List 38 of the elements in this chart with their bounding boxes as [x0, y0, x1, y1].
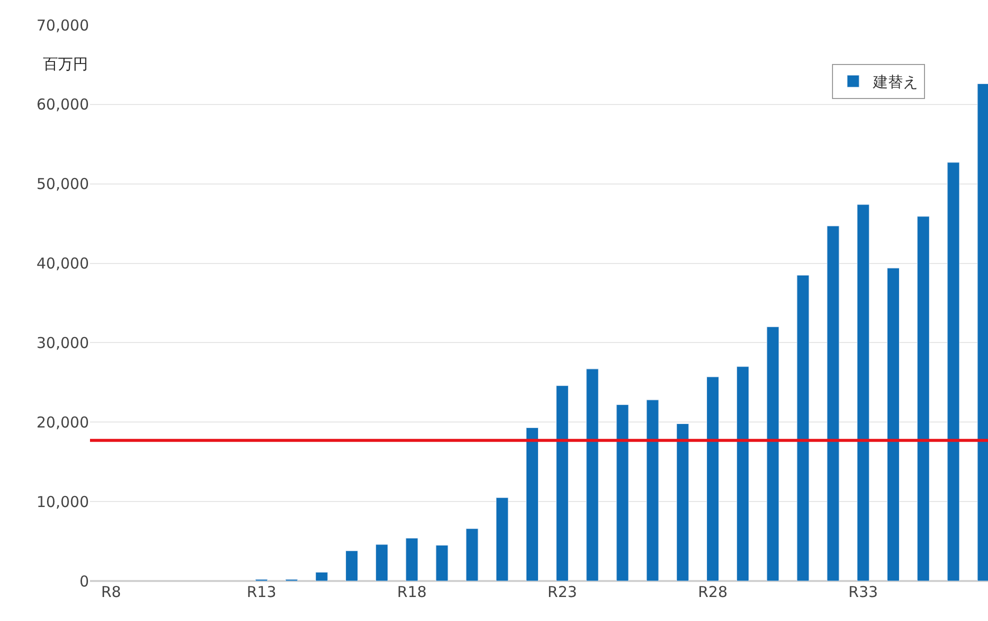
bar: [796, 274, 810, 581]
y-tick-label: 60,000: [36, 96, 89, 114]
y-tick-label: 70,000: [36, 16, 89, 34]
bar: [526, 427, 538, 581]
y-tick-label: 40,000: [36, 254, 89, 273]
y-tick-label: 30,000: [36, 334, 89, 352]
bar: [556, 385, 569, 581]
legend-label: 建替え: [872, 73, 918, 92]
bar: [586, 368, 599, 581]
bar: [826, 226, 840, 581]
bar: [736, 366, 750, 581]
bar: [315, 572, 328, 581]
bar: [436, 545, 448, 581]
bar: [616, 404, 629, 581]
y-tick-label: 50,000: [36, 175, 89, 194]
y-tick-label: 20,000: [36, 413, 89, 432]
bar: [406, 538, 418, 581]
bar: [766, 326, 780, 581]
x-tick-label: R13: [246, 583, 276, 601]
bar: [345, 550, 358, 581]
y-axis-title: 百万円: [43, 55, 88, 73]
bar: [676, 423, 689, 581]
bar: [646, 400, 659, 581]
y-tick-label: 10,000: [36, 492, 89, 511]
bar: [917, 216, 930, 581]
bar: [886, 268, 900, 581]
x-tick-label: R18: [397, 583, 427, 601]
bar: [376, 544, 388, 581]
bar: [496, 497, 508, 581]
x-tick-label: R33: [848, 583, 878, 601]
x-tick-label: R28: [698, 583, 728, 601]
bar: [856, 204, 870, 581]
x-tick-label: R23: [548, 583, 578, 601]
bar: [706, 376, 719, 581]
bar: [947, 162, 960, 581]
bar: [466, 528, 478, 581]
y-tick-label: 0: [79, 572, 89, 590]
x-tick-label: R8: [101, 583, 122, 601]
